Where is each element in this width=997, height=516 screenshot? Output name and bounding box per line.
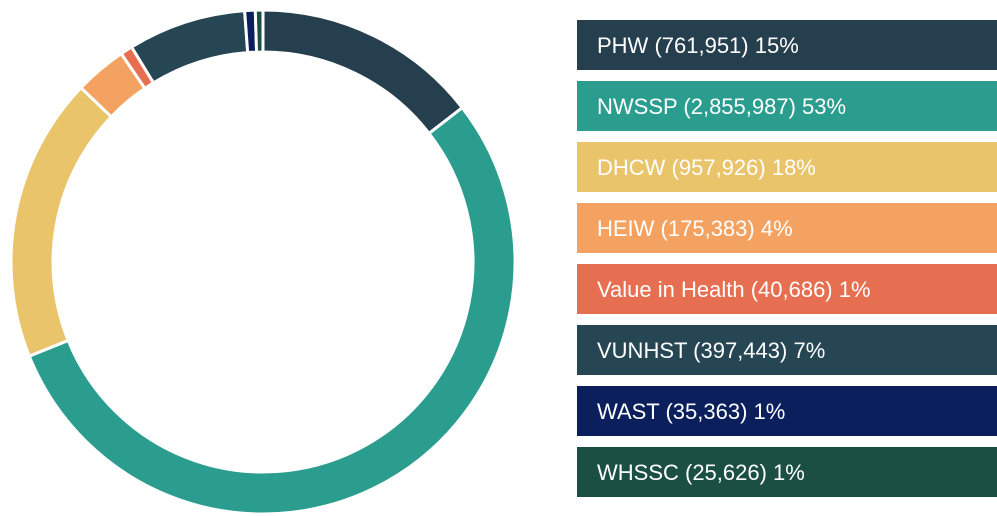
legend-swatch: [577, 325, 997, 375]
legend-label: WHSSC (25,626) 1%: [597, 460, 805, 485]
legend-label: NWSSP (2,855,987) 53%: [597, 94, 846, 119]
legend-label: VUNHST (397,443) 7%: [597, 338, 825, 363]
legend-swatch: [577, 142, 997, 192]
legend-swatch: [577, 447, 997, 497]
legend-swatch: [577, 20, 997, 70]
legend-label: Value in Health (40,686) 1%: [597, 277, 871, 302]
legend-swatch: [577, 386, 997, 436]
legend-label: DHCW (957,926) 18%: [597, 155, 816, 180]
legend-swatch: [577, 203, 997, 253]
slice: [27, 105, 517, 516]
legend-swatch: [577, 81, 997, 131]
legend-label: PHW (761,951) 15%: [597, 33, 799, 58]
slice: [129, 9, 250, 85]
slice: [9, 85, 114, 359]
legend-swatch: [577, 264, 997, 314]
legend-label: HEIW (175,383) 4%: [597, 216, 793, 241]
slice: [261, 8, 465, 136]
slice: [253, 8, 265, 54]
legend-label: WAST (35,363) 1%: [597, 399, 785, 424]
